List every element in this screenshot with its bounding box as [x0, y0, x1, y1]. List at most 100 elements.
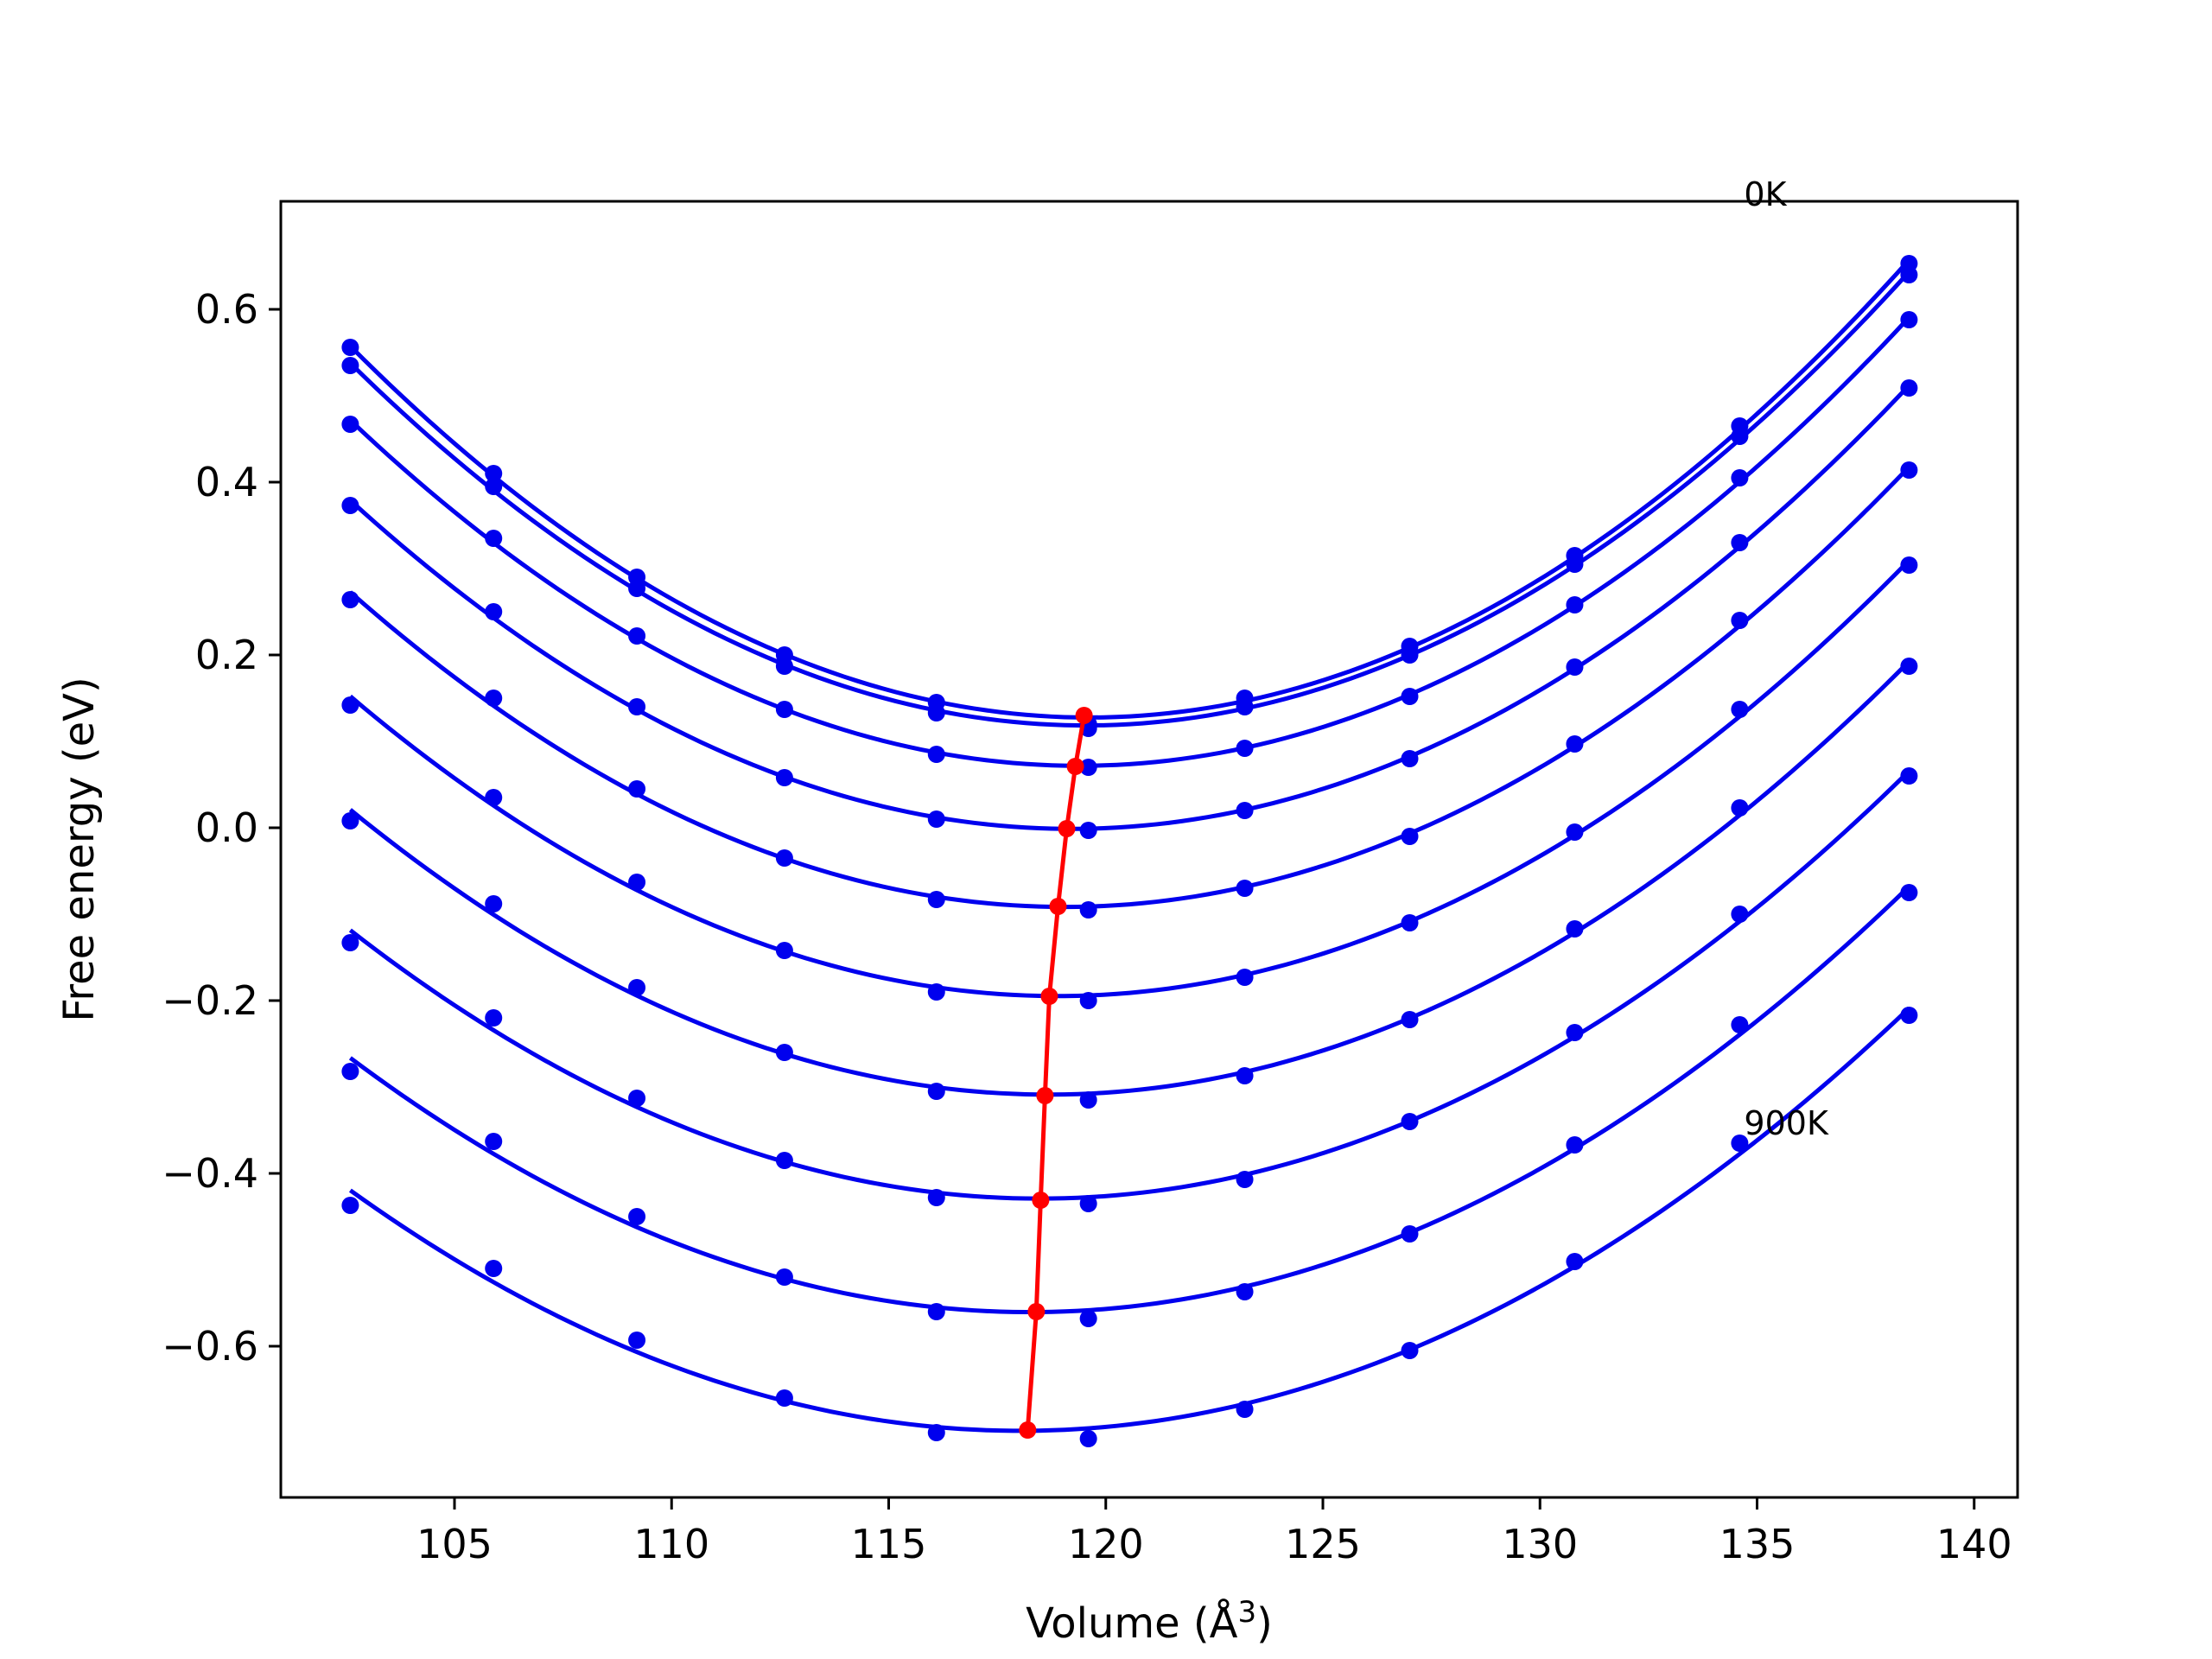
y-axis-label: Free energy (eV) [55, 677, 104, 1021]
data-point [1079, 759, 1097, 776]
x-tick-label: 110 [633, 1521, 709, 1567]
minima-line [1019, 707, 1093, 1439]
data-point [1236, 802, 1254, 819]
data-point [927, 983, 945, 1001]
data-point [485, 690, 503, 707]
x-axis-ticks: 105 110 115 120 125 130 135 140 [416, 1497, 2012, 1567]
data-point [628, 1090, 646, 1107]
data-point [485, 478, 503, 495]
data-point [1401, 646, 1419, 664]
minimum-point [1019, 1421, 1037, 1439]
data-points [341, 255, 1918, 1447]
data-point [927, 1189, 945, 1206]
data-point [341, 1197, 359, 1214]
data-point [628, 627, 646, 645]
data-point [927, 891, 945, 908]
data-point [1731, 612, 1749, 629]
y-tick-label: −0.6 [162, 1323, 258, 1370]
data-point [1079, 1195, 1097, 1212]
data-point [341, 591, 359, 608]
fit-curves [348, 258, 1911, 1433]
y-tick-label: 0.6 [195, 286, 258, 333]
data-point [485, 465, 503, 482]
data-point [1900, 658, 1918, 675]
data-point [1731, 701, 1749, 718]
data-point [1566, 1136, 1584, 1154]
data-point [1566, 823, 1584, 841]
data-point [1079, 1091, 1097, 1109]
annotations: 0K 900K [1744, 175, 1829, 1142]
data-point [628, 1332, 646, 1349]
data-point [927, 810, 945, 828]
data-point [1401, 1011, 1419, 1028]
minimum-point [1040, 988, 1058, 1005]
data-point [775, 849, 793, 867]
data-point [485, 1133, 503, 1150]
fit-curve-8 [348, 885, 1911, 1315]
data-point [1566, 1024, 1584, 1041]
data-point [1566, 556, 1584, 573]
fit-curve-1 [348, 270, 1911, 728]
data-point [485, 530, 503, 547]
data-point [1401, 1342, 1419, 1359]
data-point [1900, 266, 1918, 283]
data-point [775, 658, 793, 675]
data-point [628, 874, 646, 891]
data-point [775, 701, 793, 718]
data-point [1236, 1401, 1254, 1418]
fit-curve-5 [348, 558, 1911, 999]
y-axis-ticks: −0.6 −0.4 −0.2 0.0 0.2 0.4 0.6 [162, 286, 281, 1370]
data-point [1566, 920, 1584, 938]
data-point [1731, 799, 1749, 817]
x-tick-label: 135 [1719, 1521, 1796, 1567]
data-point [927, 1083, 945, 1100]
fit-curve-2 [348, 315, 1911, 768]
data-point [1731, 906, 1749, 923]
fit-curve-4 [348, 465, 1911, 910]
data-point [775, 1389, 793, 1407]
data-point [628, 979, 646, 996]
data-point [1079, 901, 1097, 918]
data-point [485, 789, 503, 806]
data-point [775, 769, 793, 786]
data-point [341, 812, 359, 830]
data-point [485, 1260, 503, 1277]
data-point [341, 357, 359, 374]
data-point [628, 580, 646, 597]
data-point [1731, 534, 1749, 551]
y-tick-label: 0.2 [195, 632, 258, 678]
data-point [485, 1009, 503, 1027]
data-point [1079, 1430, 1097, 1447]
data-point [775, 1152, 793, 1169]
data-point [1236, 1171, 1254, 1188]
y-tick-label: 0.0 [195, 804, 258, 851]
data-point [1079, 822, 1097, 839]
data-point [1236, 969, 1254, 986]
minimum-point [1027, 1303, 1046, 1320]
y-tick-label: 0.4 [195, 459, 258, 505]
data-point [1900, 1007, 1918, 1024]
data-point [1900, 461, 1918, 479]
x-tick-label: 105 [416, 1521, 493, 1567]
minimum-point [1049, 898, 1067, 915]
data-point [927, 1424, 945, 1441]
minimum-point [1032, 1192, 1050, 1209]
data-point [1401, 1225, 1419, 1243]
x-tick-label: 120 [1068, 1521, 1144, 1567]
data-point [1236, 740, 1254, 757]
data-point [1900, 767, 1918, 785]
minimum-point [1036, 1087, 1054, 1104]
data-point [1731, 1016, 1749, 1033]
x-tick-label: 125 [1285, 1521, 1361, 1567]
fit-curve-3 [348, 384, 1911, 831]
data-point [1900, 884, 1918, 901]
data-point [1566, 596, 1584, 613]
x-tick-label: 130 [1502, 1521, 1578, 1567]
fit-curve-7 [348, 769, 1911, 1201]
data-point [775, 1044, 793, 1061]
minimum-point [1058, 820, 1076, 837]
data-point [341, 934, 359, 951]
plot-frame [279, 200, 2019, 1499]
data-point [341, 416, 359, 433]
